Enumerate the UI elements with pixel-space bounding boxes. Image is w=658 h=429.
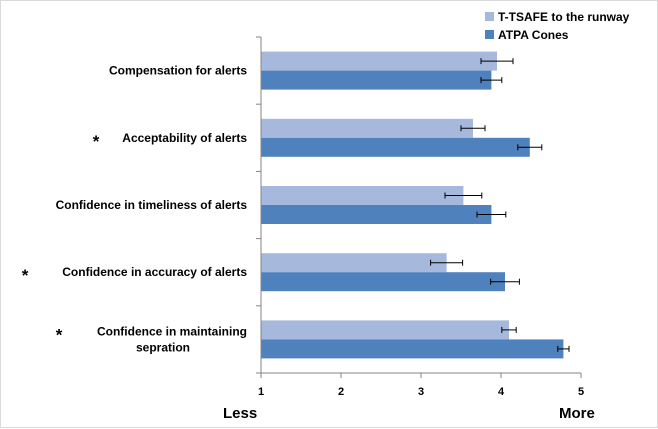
bar-ttsafe-3	[261, 253, 447, 273]
category-label: Confidence in timeliness of alerts	[56, 198, 248, 212]
x-tick-label-2: 2	[338, 386, 344, 398]
legend-swatch-0	[485, 12, 494, 21]
x-tick-label-4: 4	[498, 386, 505, 398]
category-label: Confidence in accuracy of alerts	[62, 265, 247, 279]
axes-layer: 1 2 3 4 5 Less More	[223, 36, 595, 422]
legend-swatch-1	[485, 30, 494, 39]
bar-atpa-3	[261, 272, 505, 292]
legend: T-TSAFE to the runway ATPA Cones	[485, 10, 630, 42]
significance-asterisk: *	[93, 132, 100, 151]
x-tick-label-3: 3	[418, 386, 424, 398]
legend-entry-0: T-TSAFE to the runway	[498, 10, 630, 24]
x-end-label-less: Less	[223, 405, 257, 422]
bar-ttsafe-1	[261, 118, 473, 138]
bar-ttsafe-4	[261, 320, 509, 340]
category-label: sepration	[136, 340, 190, 354]
bars-layer	[261, 51, 570, 359]
x-tick-label-1: 1	[258, 386, 264, 398]
bar-atpa-1	[261, 137, 530, 157]
bar-ttsafe-0	[261, 51, 497, 71]
bar-atpa-2	[261, 205, 492, 224]
category-label: Acceptability of alerts	[122, 131, 247, 145]
category-label: Confidence in maintaining	[97, 324, 247, 338]
category-labels: Compensation for alerts Acceptability of …	[22, 64, 248, 355]
bar-atpa-4	[261, 339, 564, 359]
significance-asterisk: *	[56, 325, 63, 344]
significance-asterisk: *	[22, 266, 29, 285]
x-end-label-more: More	[559, 405, 595, 422]
bar-atpa-0	[261, 70, 492, 90]
legend-entry-1: ATPA Cones	[498, 28, 569, 42]
category-label: Compensation for alerts	[109, 64, 247, 78]
bar-ttsafe-2	[261, 186, 464, 205]
x-tick-label-5: 5	[578, 386, 584, 398]
